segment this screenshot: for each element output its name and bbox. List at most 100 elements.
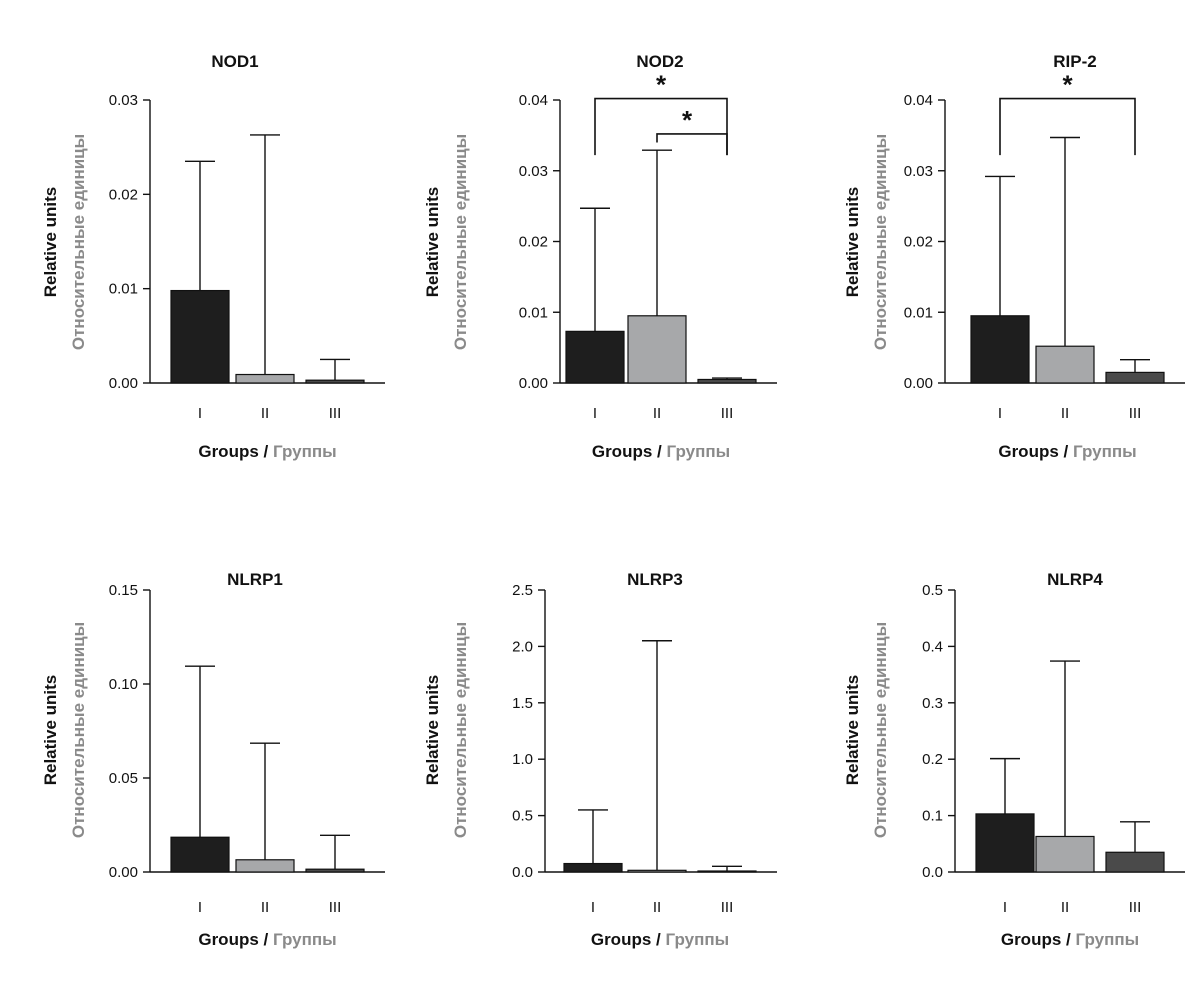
y-tick-label: 0.01 xyxy=(109,281,138,298)
x-axis-label: Groups / Группы xyxy=(591,930,729,949)
y-tick-label: 0.00 xyxy=(904,375,933,392)
y-tick-label: 2.5 xyxy=(512,582,533,599)
y-axis-label-ru: Относительные единицы xyxy=(451,134,470,350)
x-axis-label-ru: Группы xyxy=(273,442,337,461)
x-tick-label: I xyxy=(198,405,202,422)
x-axis-label: Groups / Группы xyxy=(198,930,336,949)
x-axis-label-en: Groups xyxy=(198,930,258,949)
x-axis-label-ru: Группы xyxy=(1073,442,1137,461)
y-tick-label: 0.02 xyxy=(109,186,138,203)
bar-III xyxy=(1105,371,1165,384)
x-tick-label: III xyxy=(1129,899,1142,916)
chart-title: NLRP4 xyxy=(1047,570,1103,589)
chart-title: NOD2 xyxy=(636,52,683,71)
x-axis-label-separator: / xyxy=(651,930,665,949)
bar-II xyxy=(1035,345,1095,384)
x-axis-label: Groups / Группы xyxy=(198,442,336,461)
x-tick-label: II xyxy=(1061,899,1069,916)
x-tick-label: II xyxy=(261,405,269,422)
x-axis-label-en: Groups xyxy=(198,442,258,461)
x-tick-label: III xyxy=(721,405,734,422)
chart-title: NOD1 xyxy=(211,52,258,71)
x-tick-label: I xyxy=(593,405,597,422)
x-axis-label: Groups / Группы xyxy=(998,442,1136,461)
x-tick-label: I xyxy=(198,899,202,916)
y-tick-label: 1.5 xyxy=(512,695,533,712)
bar-I xyxy=(975,813,1035,873)
x-tick-label: II xyxy=(261,899,269,916)
y-tick-label: 0.5 xyxy=(512,808,533,825)
y-tick-label: 0.5 xyxy=(922,582,943,599)
bar-II xyxy=(235,859,295,873)
y-axis-label-en: Relative units xyxy=(843,187,862,298)
significance-bracket xyxy=(594,97,728,156)
y-axis-label-en: Relative units xyxy=(423,187,442,298)
bar-I xyxy=(170,836,230,873)
x-axis-label-en: Groups xyxy=(1001,930,1061,949)
x-tick-label: II xyxy=(1061,405,1069,422)
significance-bracket xyxy=(999,97,1136,156)
x-tick-label: III xyxy=(721,899,734,916)
x-tick-label: II xyxy=(653,899,661,916)
bar-III xyxy=(305,379,365,384)
bar-II xyxy=(1035,835,1095,873)
y-tick-label: 0.03 xyxy=(109,92,138,109)
y-axis-label-en: Relative units xyxy=(41,675,60,786)
y-tick-label: 0.05 xyxy=(109,770,138,787)
bar-I xyxy=(565,330,625,384)
x-axis-label-en: Groups xyxy=(998,442,1058,461)
x-axis-label-en: Groups xyxy=(591,930,651,949)
y-tick-label: 0.0 xyxy=(922,864,943,881)
x-tick-label: III xyxy=(329,899,342,916)
y-tick-label: 2.0 xyxy=(512,638,533,655)
x-tick-label: II xyxy=(653,405,661,422)
y-tick-label: 0.02 xyxy=(904,234,933,251)
bar-I xyxy=(563,862,623,873)
bar-III xyxy=(305,868,365,873)
y-tick-label: 0.00 xyxy=(109,864,138,881)
y-tick-label: 0.00 xyxy=(109,375,138,392)
bar-II xyxy=(235,373,295,384)
y-tick-label: 0.01 xyxy=(519,304,548,321)
y-tick-label: 0.4 xyxy=(922,638,943,655)
significance-bracket xyxy=(656,133,728,156)
bar-III xyxy=(1105,851,1165,873)
x-axis-label-separator: / xyxy=(652,442,666,461)
significance-star: * xyxy=(656,70,667,100)
chart-title: RIP-2 xyxy=(1053,52,1096,71)
x-axis-label-ru: Группы xyxy=(273,930,337,949)
bar-I xyxy=(170,289,230,384)
y-tick-label: 0.10 xyxy=(109,676,138,693)
y-tick-label: 0.3 xyxy=(922,695,943,712)
significance-star: * xyxy=(1062,70,1073,100)
y-axis-label-ru: Относительные единицы xyxy=(69,622,88,838)
y-tick-label: 0.0 xyxy=(512,864,533,881)
y-tick-label: 0.04 xyxy=(904,92,933,109)
x-axis-label-separator: / xyxy=(1059,442,1073,461)
bar-III xyxy=(697,870,757,873)
y-tick-label: 0.01 xyxy=(904,304,933,321)
chart-panel-rip-2: RIP-20.000.010.020.030.04I II III*Relative… xyxy=(843,52,1185,461)
bar-I xyxy=(970,315,1030,384)
y-axis-label-ru: Относительные единицы xyxy=(871,622,890,838)
chart-title: NLRP1 xyxy=(227,570,283,589)
chart-title: NLRP3 xyxy=(627,570,683,589)
bar-II xyxy=(627,315,687,384)
x-tick-label: III xyxy=(1129,405,1142,422)
x-axis-label-separator: / xyxy=(1061,930,1075,949)
x-axis-label-en: Groups xyxy=(592,442,652,461)
bar-III xyxy=(697,378,757,384)
y-tick-label: 0.1 xyxy=(922,808,943,825)
x-axis-label-separator: / xyxy=(259,930,273,949)
x-tick-label: I xyxy=(1003,899,1007,916)
x-axis-label: Groups / Группы xyxy=(1001,930,1139,949)
x-tick-label: III xyxy=(329,405,342,422)
y-tick-label: 1.0 xyxy=(512,751,533,768)
x-axis-label-ru: Группы xyxy=(1075,930,1139,949)
x-tick-label: I xyxy=(998,405,1002,422)
x-axis-label-ru: Группы xyxy=(666,442,730,461)
